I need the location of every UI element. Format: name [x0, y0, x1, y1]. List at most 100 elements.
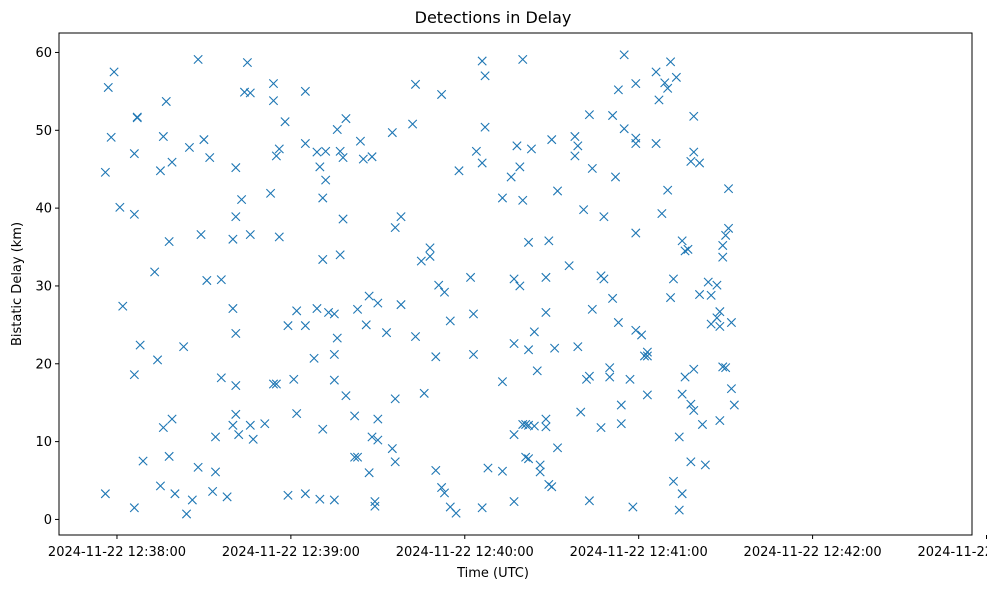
y-tick-label: 50 — [35, 124, 52, 139]
data-point — [367, 152, 377, 162]
x-axis-label: Time (UTC) — [456, 566, 529, 581]
data-point — [454, 166, 464, 176]
data-point — [584, 496, 594, 506]
data-point — [547, 135, 557, 145]
data-point — [150, 267, 160, 277]
data-point — [683, 244, 693, 254]
data-point — [712, 313, 722, 323]
data-point — [541, 422, 551, 432]
data-point — [631, 138, 641, 149]
data-point — [341, 114, 351, 124]
data-point — [390, 222, 400, 233]
data-point — [686, 399, 696, 409]
data-point — [689, 364, 699, 374]
data-point — [721, 363, 731, 373]
data-point — [387, 128, 397, 138]
data-point — [318, 424, 328, 434]
data-point — [509, 274, 519, 284]
data-point — [439, 488, 450, 498]
data-point — [321, 175, 331, 185]
data-point — [642, 351, 652, 361]
data-point — [138, 456, 148, 466]
data-point — [550, 343, 560, 353]
data-point — [715, 307, 725, 317]
y-tick-label: 40 — [35, 202, 52, 217]
data-point — [471, 146, 481, 156]
x-tick-label: 2024-11-22 12:40:00 — [396, 545, 534, 560]
data-point — [231, 328, 241, 339]
data-point — [477, 158, 487, 168]
data-point — [352, 304, 363, 314]
data-point — [103, 82, 113, 93]
data-point — [367, 432, 377, 442]
data-point — [721, 230, 731, 240]
data-point — [419, 388, 429, 398]
data-point — [370, 501, 380, 511]
data-point — [129, 370, 139, 380]
data-point — [521, 452, 531, 462]
data-point — [268, 79, 279, 89]
data-point — [729, 400, 739, 410]
data-point — [570, 131, 580, 142]
data-point — [155, 481, 166, 491]
data-point — [434, 280, 444, 290]
data-point — [576, 407, 586, 417]
data-point — [242, 57, 252, 68]
data-point — [665, 293, 676, 303]
data-point — [694, 158, 705, 168]
data-point — [210, 432, 221, 442]
x-tick-label: 2024-11-22 12:42:00 — [744, 545, 882, 560]
data-point — [425, 251, 435, 261]
data-point — [509, 496, 519, 507]
data-point — [512, 141, 522, 151]
data-point — [431, 352, 441, 362]
data-point — [726, 317, 737, 328]
data-point — [616, 400, 626, 410]
data-point — [329, 309, 339, 319]
data-point — [613, 317, 623, 328]
data-point — [723, 223, 734, 233]
x-tick-label: 2024-11-22 12:41:00 — [570, 545, 708, 560]
data-point — [167, 414, 177, 424]
data-point — [292, 408, 302, 419]
data-point — [228, 420, 238, 430]
data-point — [373, 414, 383, 424]
data-point — [619, 124, 629, 134]
data-point — [396, 212, 406, 222]
data-point — [265, 188, 276, 198]
data-point — [309, 353, 319, 363]
data-point — [381, 328, 392, 338]
data-point — [532, 366, 542, 376]
data-point — [187, 495, 197, 505]
data-point — [599, 212, 609, 222]
data-point — [350, 411, 360, 421]
data-point — [509, 430, 519, 440]
data-point — [518, 54, 528, 65]
data-point — [631, 228, 641, 238]
data-point — [196, 229, 206, 240]
y-tick-label: 0 — [44, 513, 52, 528]
data-point — [497, 466, 508, 476]
data-point — [318, 193, 328, 203]
data-point — [109, 67, 119, 77]
data-point — [663, 185, 673, 195]
data-point — [329, 495, 339, 505]
data-point — [689, 405, 699, 416]
data-point — [332, 124, 342, 135]
data-point — [100, 489, 110, 499]
data-point — [323, 307, 334, 317]
data-point — [129, 209, 139, 219]
data-point — [674, 505, 684, 515]
data-point — [703, 277, 713, 287]
data-points — [100, 50, 739, 519]
data-point — [202, 275, 212, 286]
data-point — [712, 280, 722, 290]
data-point — [654, 95, 664, 105]
data-point — [631, 79, 641, 89]
data-point — [674, 432, 684, 442]
data-point — [605, 363, 615, 373]
data-point — [106, 132, 116, 142]
data-point — [300, 489, 310, 499]
x-tick-label: 2024-11-22 12:38:00 — [48, 545, 186, 560]
